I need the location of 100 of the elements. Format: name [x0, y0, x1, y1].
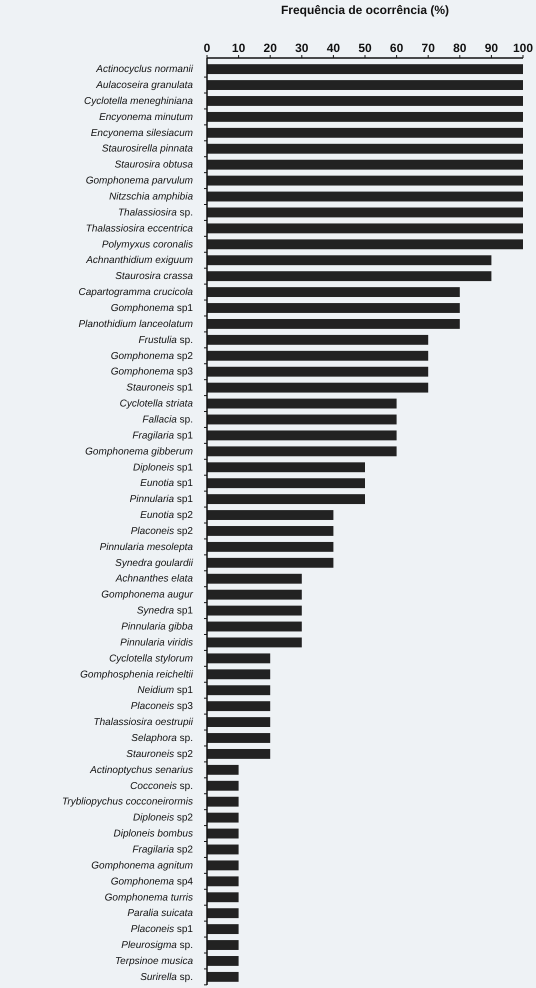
y-tick-label: Fragilaria sp1 [132, 430, 194, 442]
bar [207, 128, 523, 138]
y-tick-label: Nitzschia amphibia [109, 191, 194, 202]
y-tick-label: Diploneis bombus [114, 828, 193, 840]
bar [207, 717, 270, 728]
y-tick-label: Gomphonema parvulum [86, 175, 193, 186]
y-tick-label: Gomphonema sp3 [110, 366, 194, 378]
bar [207, 796, 239, 807]
bar [207, 414, 397, 424]
y-tick-label: Neidium sp1 [137, 684, 194, 696]
x-tick-label: 20 [264, 41, 278, 55]
bar [207, 192, 523, 202]
y-tick-label: Cyclotella stylorum [109, 653, 193, 664]
y-tick-label: Gomphonema sp2 [110, 350, 194, 362]
bar [207, 669, 270, 680]
bar [207, 334, 428, 345]
y-tick-label: Pinnularia gibba [121, 621, 194, 632]
x-tick-label: 30 [295, 41, 309, 55]
bar [207, 860, 239, 870]
bar [207, 764, 239, 775]
y-tick-label: Polymyxus coronalis [102, 238, 193, 250]
y-tick-label: Thalassiosira oestrupii [94, 716, 194, 728]
bar [207, 606, 302, 616]
y-tick-label: Cyclotella meneghiniana [84, 96, 194, 107]
y-tick-label: Placoneis sp3 [130, 700, 194, 712]
y-tick-label: Stauroneis sp2 [126, 748, 194, 760]
bar [207, 223, 523, 234]
y-tick-label: Gomphonema turris [104, 892, 193, 903]
y-tick-label: Eunotia sp2 [140, 510, 194, 521]
y-tick-label: Actinocyclus normanii [95, 64, 194, 75]
bar [207, 462, 365, 472]
y-tick-label: Placoneis sp2 [130, 526, 194, 537]
y-tick-label: Thalassiosira eccentrica [86, 223, 194, 234]
y-tick-label: Fallacia sp. [142, 414, 193, 426]
bar [207, 318, 460, 329]
bar [207, 271, 492, 282]
y-tick-label: Cyclotella striata [120, 398, 194, 410]
bar [207, 701, 270, 712]
y-tick-label: Pinnularia mesolepta [100, 542, 194, 553]
bar [207, 366, 428, 377]
y-tick-label: Placoneis sp1 [130, 924, 194, 935]
bar [207, 382, 428, 393]
y-tick-label: Staurosirella pinnata [102, 143, 194, 154]
y-tick-label: Gomphonema gibberum [85, 446, 193, 457]
y-tick-label: Cocconeis sp. [130, 780, 193, 792]
bar [207, 780, 239, 791]
bar [207, 239, 523, 250]
bar [207, 892, 239, 902]
y-tick-label: Gomphonema sp4 [110, 876, 194, 887]
x-tick-label: 80 [453, 41, 467, 55]
bar [207, 828, 239, 838]
y-tick-label: Diploneis sp2 [132, 812, 194, 824]
bar [207, 876, 239, 886]
bar [207, 590, 302, 600]
y-tick-label: Staurosira obtusa [114, 159, 194, 170]
bar [207, 430, 397, 440]
y-tick-label: Gomphonema sp1 [110, 302, 194, 314]
y-tick-label: Synedra sp1 [136, 605, 194, 616]
bar [207, 478, 365, 488]
y-tick-label: Encyonema silesiacum [90, 127, 193, 138]
bar [207, 653, 270, 664]
y-tick-label: Gomphonema agnitum [91, 860, 193, 872]
x-tick-label: 70 [422, 41, 436, 55]
bar [207, 685, 270, 696]
y-tick-label: Planothidium lanceolatum [78, 318, 193, 330]
bar [207, 80, 523, 90]
y-tick-label: Achnanthes elata [114, 573, 194, 584]
bar [207, 494, 365, 504]
bar [207, 255, 492, 266]
bar [207, 924, 239, 934]
y-tick-label: Capartogramma crucicola [78, 286, 194, 298]
y-tick-label: Frustulia sp. [138, 334, 193, 346]
y-tick-label: Achnanthidium exiguum [85, 254, 193, 266]
x-tick-label: 10 [232, 41, 246, 55]
bar [207, 956, 239, 966]
bar [207, 96, 523, 106]
y-tick-label: Diploneis sp1 [132, 462, 194, 473]
x-tick-label: 0 [204, 41, 211, 55]
y-tick-label: Eunotia sp1 [140, 478, 194, 489]
bar [207, 64, 523, 74]
y-tick-label: Synedra goulardii [115, 557, 194, 568]
bar [207, 940, 239, 950]
y-tick-label: Trybliopychus cocconeirormis [62, 796, 193, 808]
bar [207, 287, 460, 298]
bar [207, 908, 239, 918]
x-tick-label: 90 [484, 41, 498, 55]
y-tick-label: Gomphonema augur [101, 589, 194, 600]
bar [207, 622, 302, 632]
y-tick-label: Pleurosigma sp. [121, 940, 193, 951]
bar [207, 208, 523, 218]
bar [207, 144, 523, 154]
bar [207, 526, 334, 536]
x-tick-label: 100 [512, 41, 534, 55]
y-tick-label: Pinnularia viridis [120, 637, 193, 648]
bar [207, 446, 397, 456]
bar [207, 748, 270, 759]
x-tick-label: 50 [358, 41, 372, 55]
y-tick-label: Gomphosphenia reicheltii [80, 668, 194, 680]
bar [207, 812, 239, 823]
bar [207, 398, 397, 408]
